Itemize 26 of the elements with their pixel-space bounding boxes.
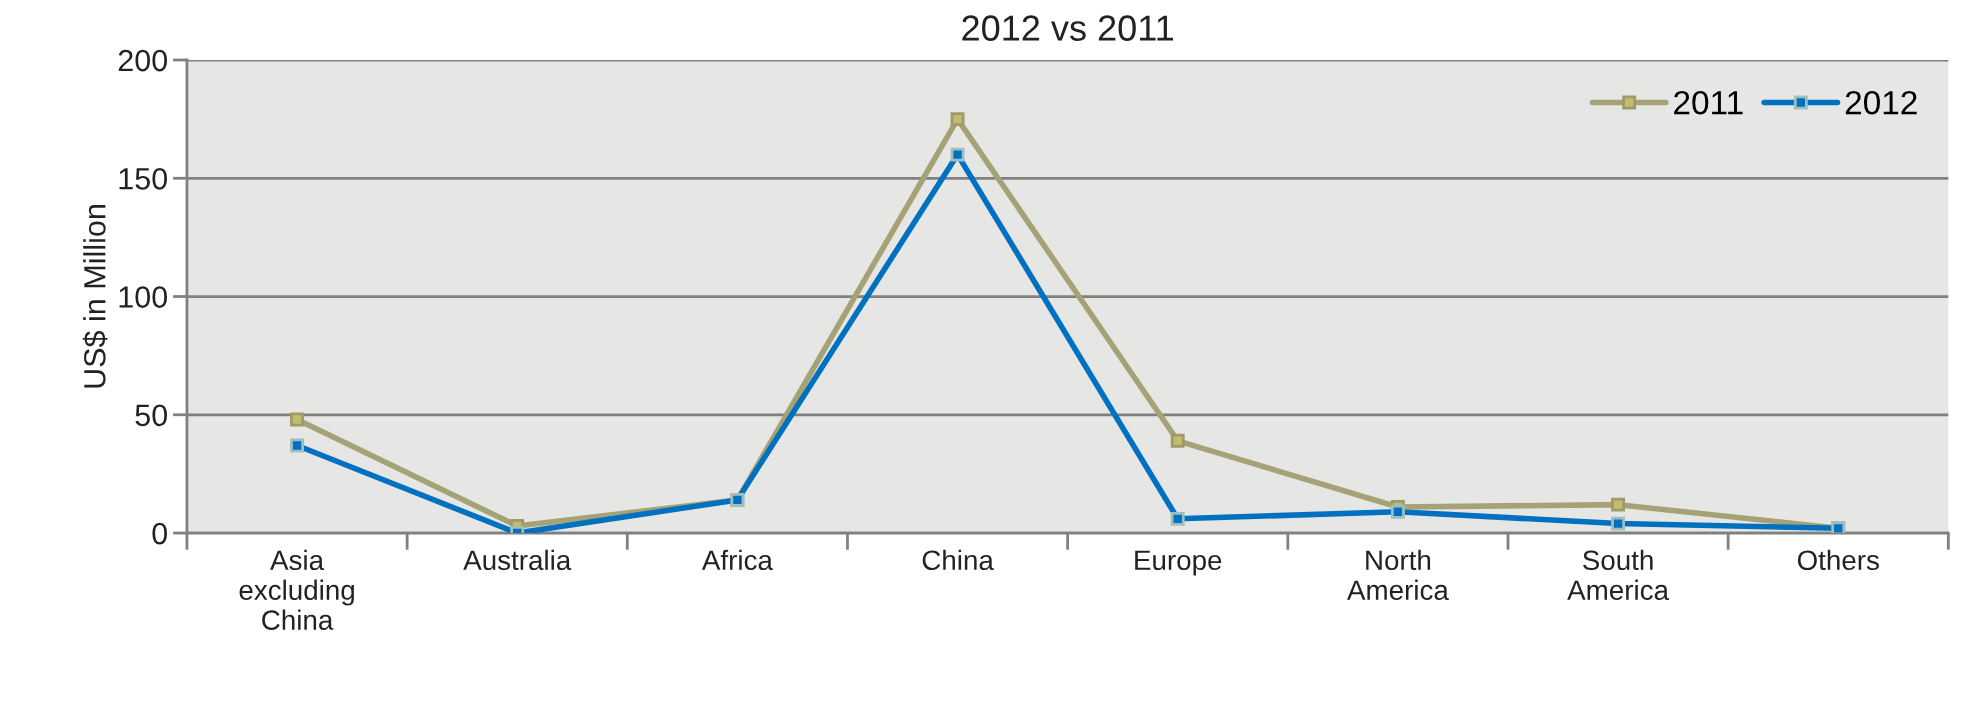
point [290, 412, 304, 427]
legend-label: 2011 [1674, 90, 1743, 115]
point [950, 112, 965, 127]
x-tick-label: Others [1797, 549, 1879, 571]
point [290, 438, 304, 453]
legend-label: 2012 [1845, 90, 1917, 115]
x-tick-label: South America [1567, 549, 1669, 601]
x-tick-label: North America [1347, 549, 1449, 601]
y-axis-title: US$ in Million [82, 205, 108, 388]
x-tick-label: Africa [701, 549, 773, 571]
point [1390, 504, 1405, 519]
y-tick-label: 100 [119, 286, 168, 308]
point [1170, 511, 1185, 526]
y-tick-label: 150 [119, 168, 168, 190]
y-tick-label: 50 [135, 404, 168, 427]
x-tick-label: China [922, 549, 994, 571]
y-tick-label: 200 [118, 49, 168, 72]
point [1611, 497, 1626, 512]
y-tick-label: 0 [152, 522, 168, 545]
x-tick-label: Asia excluding China [239, 549, 354, 630]
point [1611, 516, 1626, 531]
x-tick-label: Europe [1135, 550, 1222, 576]
x-tick-label: Australia [463, 549, 572, 571]
point [1170, 433, 1185, 448]
chart-title: 2012 vs 2011 [962, 15, 1173, 41]
point [950, 147, 965, 162]
